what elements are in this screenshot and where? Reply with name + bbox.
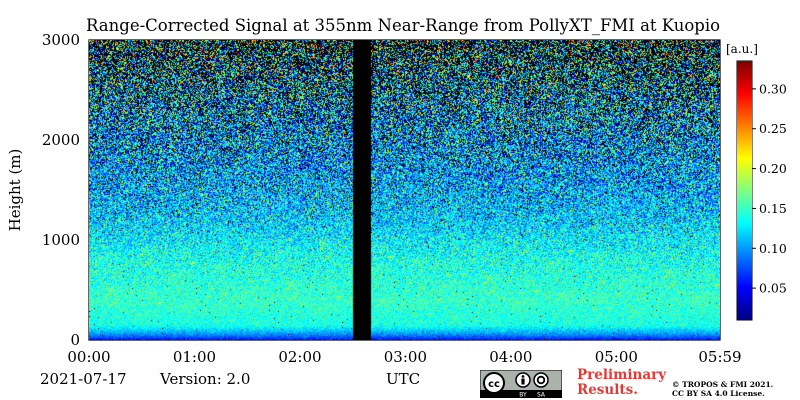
x-tick-label: 02:00	[278, 348, 321, 366]
colorbar-tick-label: 0.30	[759, 81, 787, 96]
copyright-line-1: © TROPOS & FMI 2021.	[672, 380, 774, 389]
y-tick-label: 3000	[42, 31, 80, 49]
cc-icon: cc	[483, 372, 505, 394]
colorbar-tick-label: 0.20	[759, 161, 787, 176]
preliminary-line-2: Results.	[577, 382, 638, 398]
x-tick-label: 00:00	[67, 348, 110, 366]
y-axis-label: Height (m)	[6, 148, 24, 232]
x-axis-label: UTC	[386, 370, 421, 388]
license-by-text: BY	[519, 392, 527, 399]
x-tick-label: 05:00	[595, 348, 638, 366]
version-label: Version: 2.0	[160, 370, 251, 388]
x-tick-label: 01:00	[173, 348, 216, 366]
attribution-person-icon	[515, 372, 531, 388]
date-label: 2021-07-17	[40, 370, 127, 388]
colorbar-tick-label: 0.15	[759, 201, 787, 216]
chart-title: Range-Corrected Signal at 355nm Near-Ran…	[86, 16, 721, 35]
preliminary-line-1: Preliminary	[577, 367, 667, 383]
colorbar-tick-label: 0.25	[759, 121, 787, 136]
share-alike-icon	[533, 372, 549, 388]
copyright-line-2: CC BY SA 4.0 License.	[672, 389, 765, 398]
colorbar	[737, 61, 752, 320]
x-tick-label: 04:00	[489, 348, 532, 366]
colorbar-unit-label: [a.u.]	[726, 42, 758, 56]
preliminary-results-label: Preliminary Results.	[577, 368, 666, 398]
colorbar-tick-label: 0.10	[759, 241, 787, 256]
license-sa-text: SA	[537, 392, 546, 399]
x-tick-label: 05:59	[698, 348, 741, 366]
x-tick-label: 03:00	[384, 348, 427, 366]
y-tick-label: 2000	[42, 131, 80, 149]
y-tick-label: 1000	[42, 231, 80, 249]
heatmap-plot-area	[89, 40, 720, 340]
svg-text:cc: cc	[488, 379, 500, 390]
copyright-notice: © TROPOS & FMI 2021. CC BY SA 4.0 Licens…	[672, 380, 773, 398]
y-tick-label: 0	[70, 331, 80, 349]
cc-by-sa-license-logo: cc BY SA	[480, 370, 562, 398]
colorbar-tick-label: 0.05	[759, 281, 787, 296]
